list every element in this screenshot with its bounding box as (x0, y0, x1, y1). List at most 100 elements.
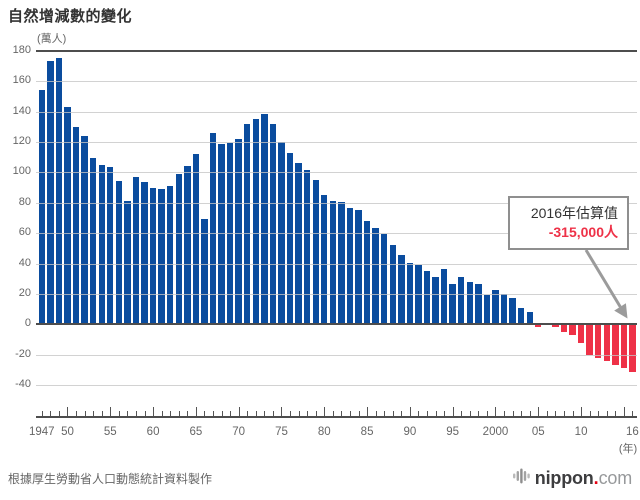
bar-2008 (560, 324, 568, 332)
bar-2012 (595, 324, 602, 358)
x-tick-2015 (623, 407, 625, 416)
bar-1998 (475, 283, 482, 325)
x-tick-label-1960: 60 (146, 426, 160, 438)
bar-1954 (98, 165, 105, 325)
y-tick-label: 180 (12, 44, 31, 56)
x-tick-1950 (67, 407, 69, 416)
bar-1993 (432, 277, 439, 325)
bar-1988 (389, 245, 396, 325)
bar-1951 (72, 127, 80, 325)
x-tick-1948 (50, 411, 52, 416)
x-tick-1994 (444, 411, 446, 416)
bar-1960 (149, 187, 157, 325)
x-tick-1978 (307, 411, 309, 416)
y-gridline-140 (36, 111, 637, 113)
bar-1982 (338, 202, 345, 325)
bar-1992 (423, 270, 431, 325)
x-tick-label-1975: 75 (275, 426, 288, 438)
nippon-com-logo: nippon. com (512, 467, 632, 490)
page-title: 自然增減數的變化 (8, 8, 133, 25)
bar-1971 (244, 124, 251, 325)
nippon-com-logo-icon (512, 467, 530, 490)
y-gridline-160 (36, 81, 637, 83)
y-axis-unit-label: (萬人) (37, 33, 67, 45)
x-tick-1983 (349, 411, 351, 416)
x-tick-label-1995: 95 (446, 426, 460, 438)
x-tick-1962 (170, 411, 172, 416)
x-tick-1957 (127, 411, 129, 416)
y-tick-label: 160 (12, 74, 31, 87)
x-tick-1997 (469, 411, 471, 416)
bar-1948 (47, 61, 54, 325)
x-tick-2008 (563, 411, 565, 416)
x-tick-2006 (546, 411, 548, 416)
bar-2016 (629, 324, 636, 373)
bar-2007 (552, 324, 559, 328)
bar-1995 (449, 284, 456, 325)
bar-1953 (89, 158, 97, 325)
bar-2015 (620, 324, 628, 368)
y-gridline-40 (36, 263, 637, 265)
x-tick-label-1950: 50 (61, 426, 74, 438)
y-gridline--20 (36, 354, 637, 356)
bar-2005 (535, 324, 542, 328)
bar-2010 (577, 324, 585, 344)
x-tick-1954 (101, 411, 103, 416)
x-axis-line (36, 416, 637, 418)
x-tick-2010 (581, 407, 583, 416)
bar-1974 (269, 124, 277, 325)
bar-1957 (124, 200, 131, 325)
bar-1981 (329, 201, 337, 325)
x-tick-1972 (255, 411, 257, 416)
x-tick-1975 (281, 407, 283, 416)
x-tick-label-1955: 55 (103, 426, 117, 438)
x-tick-1989 (401, 411, 403, 416)
logo-text-nippon: nippon (534, 468, 594, 488)
bar-1949 (55, 58, 63, 325)
bar-1962 (167, 186, 174, 325)
bar-2011 (586, 324, 593, 355)
y-tick-label: 40 (18, 256, 31, 269)
x-tick-1977 (298, 411, 300, 416)
x-tick-1998 (478, 411, 480, 416)
bar-1967 (209, 132, 217, 325)
x-tick-2004 (529, 411, 531, 416)
bar-1964 (184, 165, 191, 325)
y-gridline-60 (36, 233, 637, 235)
bar-1956 (115, 181, 123, 325)
source-note: 根據厚生勞動省人口動態統計資料製作 (8, 472, 213, 486)
x-tick-label-2016: 16 (626, 426, 639, 438)
bar-1961 (158, 188, 165, 325)
x-tick-1986 (375, 411, 377, 416)
y-tick-label: 60 (18, 226, 31, 239)
x-tick-1993 (435, 411, 437, 416)
bar-1965 (192, 153, 200, 325)
x-tick-label-1947: 1947 (29, 426, 55, 438)
y-tick-label: -20 (15, 347, 31, 360)
x-axis-unit-label: (年) (618, 443, 638, 455)
bar-1983 (346, 207, 354, 325)
x-tick-1969 (230, 411, 232, 416)
x-tick-1968 (221, 411, 223, 416)
bar-2002 (509, 298, 516, 325)
bar-1968 (218, 144, 225, 325)
x-tick-label-1970: 70 (232, 426, 246, 438)
bar-1959 (141, 182, 148, 325)
y-tick-label: 80 (18, 195, 31, 208)
x-tick-2000 (495, 407, 497, 416)
x-tick-1971 (247, 411, 249, 416)
x-tick-2016 (632, 411, 634, 416)
x-tick-2009 (572, 411, 574, 416)
bar-2000 (492, 289, 499, 325)
x-tick-1964 (187, 411, 189, 416)
x-tick-1981 (332, 411, 334, 416)
x-tick-1951 (76, 411, 78, 416)
y-gridline-0 (36, 323, 637, 326)
y-tick-label: 100 (12, 165, 31, 178)
bar-1978 (303, 170, 311, 325)
x-tick-1967 (213, 411, 214, 416)
x-tick-1952 (84, 411, 86, 416)
bar-2009 (569, 324, 576, 336)
x-tick-1973 (264, 411, 266, 416)
